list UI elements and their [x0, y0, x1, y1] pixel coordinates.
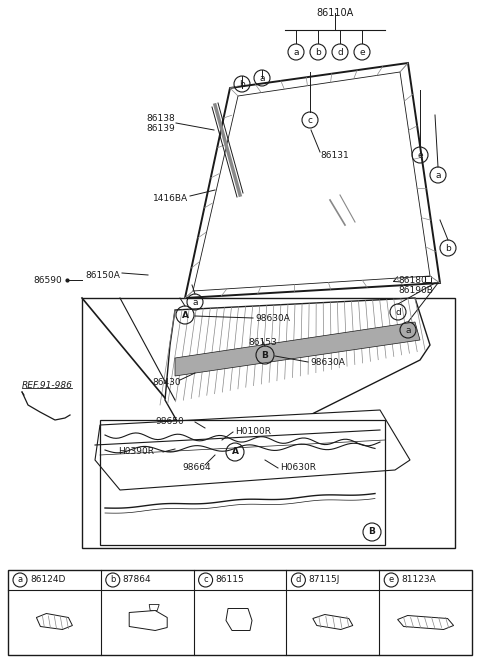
- Polygon shape: [36, 614, 72, 630]
- Text: b: b: [110, 575, 116, 585]
- Text: a: a: [259, 73, 265, 83]
- Text: e: e: [417, 150, 423, 160]
- Polygon shape: [397, 616, 454, 630]
- Text: c: c: [308, 115, 312, 124]
- Text: 86590: 86590: [33, 275, 62, 285]
- Text: 86190B: 86190B: [398, 285, 433, 295]
- Bar: [82, 298, 455, 548]
- Polygon shape: [129, 610, 167, 630]
- Text: 86150A: 86150A: [85, 271, 120, 279]
- Text: REF.91-986: REF.91-986: [22, 381, 73, 389]
- Text: 98630A: 98630A: [255, 314, 290, 322]
- Text: 87864: 87864: [123, 575, 151, 585]
- Bar: [100, 420, 385, 545]
- Text: 86153: 86153: [248, 338, 277, 346]
- Text: 98630A: 98630A: [310, 357, 345, 367]
- Polygon shape: [175, 322, 420, 376]
- Text: e: e: [359, 48, 365, 56]
- Text: e: e: [389, 575, 394, 585]
- Text: 86115: 86115: [216, 575, 244, 585]
- Text: a: a: [17, 575, 23, 585]
- Text: 98664: 98664: [182, 463, 211, 473]
- Text: 86139: 86139: [146, 124, 175, 132]
- Text: b: b: [315, 48, 321, 56]
- Text: 86124D: 86124D: [30, 575, 65, 585]
- Text: H0390R: H0390R: [118, 448, 154, 457]
- Text: d: d: [337, 48, 343, 56]
- Text: b: b: [239, 79, 245, 89]
- Polygon shape: [226, 608, 252, 630]
- Text: d: d: [296, 575, 301, 585]
- Text: 86110A: 86110A: [316, 8, 354, 18]
- Text: d: d: [395, 308, 401, 316]
- Text: 87115J: 87115J: [308, 575, 340, 585]
- Text: a: a: [293, 48, 299, 56]
- Bar: [425, 276, 431, 282]
- Text: 1416BA: 1416BA: [153, 193, 188, 203]
- Text: c: c: [204, 575, 208, 585]
- Text: 86180: 86180: [398, 275, 427, 285]
- Text: a: a: [192, 297, 198, 307]
- Polygon shape: [95, 410, 410, 490]
- Text: H0630R: H0630R: [280, 463, 316, 473]
- Text: b: b: [445, 244, 451, 252]
- Polygon shape: [165, 298, 430, 435]
- Text: A: A: [181, 310, 189, 320]
- Text: 86131: 86131: [320, 150, 349, 160]
- Text: A: A: [231, 448, 239, 457]
- Text: 81123A: 81123A: [401, 575, 436, 585]
- Bar: [8, 570, 472, 655]
- Text: a: a: [435, 171, 441, 179]
- Text: B: B: [262, 350, 268, 359]
- Text: 98650: 98650: [155, 418, 184, 426]
- Polygon shape: [149, 604, 159, 610]
- Polygon shape: [313, 614, 353, 630]
- Text: 86138: 86138: [146, 113, 175, 122]
- Text: H0100R: H0100R: [235, 428, 271, 436]
- Text: 86430: 86430: [152, 377, 180, 387]
- Text: B: B: [369, 528, 375, 536]
- Text: a: a: [405, 326, 411, 334]
